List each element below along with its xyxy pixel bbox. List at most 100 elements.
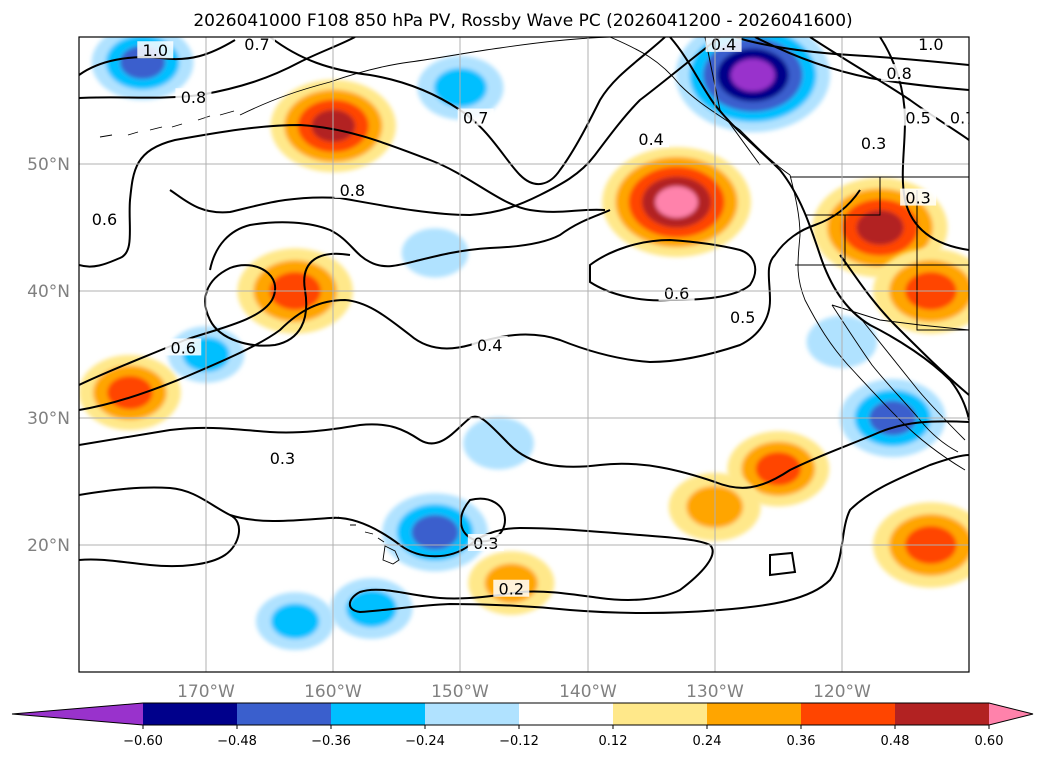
pv-contour-band — [856, 210, 904, 245]
y-tick-label: 30°N — [27, 409, 70, 429]
contour-0-4-long — [79, 189, 861, 411]
negative-pv-anomaly — [401, 228, 469, 278]
contour-1-0-east — [734, 37, 969, 66]
contour-label: 0.5 — [905, 109, 930, 128]
colorbar-tick-label: −0.60 — [123, 734, 163, 749]
colorbar-segment — [707, 703, 802, 725]
contour-label: 0.7 — [463, 109, 488, 128]
contour-label: 0.6 — [92, 210, 117, 229]
colorbar-segment — [237, 703, 332, 725]
y-tick-label: 50°N — [27, 155, 70, 175]
pv-contour-band — [463, 417, 534, 470]
colorbar-tick-label: 0.60 — [975, 734, 1004, 749]
contour-0-3-lower — [79, 486, 240, 568]
contour-label-bg — [900, 188, 937, 206]
colorbar-segment — [519, 703, 614, 725]
contour-label: 0.4 — [711, 35, 736, 54]
contour-label-bg — [175, 88, 212, 106]
negative-pv-anomaly — [675, 37, 831, 133]
contour-0-6-east — [589, 238, 757, 302]
colorbar-segment — [613, 703, 708, 725]
pv-contour-band — [401, 228, 469, 278]
contour-0-3-tiny — [769, 551, 797, 577]
negative-pv-anomaly — [382, 493, 488, 572]
coastline-gulf-california — [861, 319, 966, 441]
contour-label-bg — [86, 210, 123, 228]
contour-label: 0.6 — [171, 338, 196, 357]
map-area: 1.0 0.7 0.8 0.7 0.6 0.8 0.6 0.4 0.4 0.6 0.5 0.3 0.3 0… — [27, 35, 975, 702]
x-tick-label: 170°W — [177, 682, 235, 702]
contour-0-8-east — [754, 37, 969, 91]
colorbar-segment — [895, 703, 990, 725]
contour-label-bg — [912, 37, 949, 52]
colorbar-extend-low — [12, 703, 143, 725]
contour-label: 0.4 — [638, 130, 663, 149]
contour-0-3-east — [839, 254, 969, 396]
negative-pv-anomaly — [463, 417, 534, 470]
contour-label: 0.3 — [861, 134, 886, 153]
pv-contour-band — [755, 452, 801, 486]
contour-label: 0.7 — [244, 35, 269, 54]
x-tick-label: 140°W — [559, 682, 617, 702]
contour-0-3-south — [79, 415, 969, 489]
contour-label-bg — [239, 37, 275, 52]
contour-label: 0.7 — [950, 109, 975, 128]
colorbar-tick-label: −0.36 — [311, 734, 351, 749]
contour-label-bg — [264, 448, 301, 466]
positive-pv-anomaly — [602, 147, 751, 258]
pv-contour-band — [271, 603, 320, 640]
contour-label-bg — [724, 307, 761, 325]
contour-0-6-outer — [79, 123, 606, 268]
contour-label: 0.4 — [477, 336, 502, 355]
colorbar-segment — [801, 703, 896, 725]
coastlines — [99, 37, 966, 565]
contour-label-bg — [900, 108, 937, 126]
contour-label: 0.2 — [499, 580, 524, 599]
x-tick-label: 120°W — [813, 682, 871, 702]
colorbar-segment — [331, 703, 426, 725]
gridlines — [79, 37, 969, 672]
colorbar-tick-label: 0.24 — [693, 734, 722, 749]
contour-label-bg — [471, 335, 508, 353]
contour-label: 0.3 — [270, 449, 295, 468]
contour-0-7-trough — [209, 209, 611, 271]
x-tick-label: 150°W — [431, 682, 489, 702]
pv-contours — [79, 37, 969, 614]
contour-labels: 1.0 0.7 0.8 0.7 0.6 0.8 0.6 0.4 0.4 0.6 0.5 0.3 0.3 0… — [86, 35, 975, 599]
contour-label-bg — [944, 108, 969, 126]
negative-pv-anomaly — [255, 592, 335, 651]
contour-label: 0.3 — [905, 189, 930, 208]
contour-label: 0.8 — [181, 88, 206, 107]
negative-pv-anomaly — [330, 578, 413, 639]
contour-label-bg — [855, 133, 892, 151]
border-state-4 — [916, 190, 969, 331]
colorbar-segment — [425, 703, 520, 725]
border-state-1 — [805, 177, 881, 216]
contour-label-bg — [165, 338, 202, 356]
contour-label: 0.8 — [886, 64, 911, 83]
border-us-mexico — [831, 304, 969, 331]
contour-0-8-mid — [169, 37, 721, 217]
contour-label: 0.8 — [340, 181, 365, 200]
x-tick-label: 160°W — [304, 682, 362, 702]
y-tick-label: 40°N — [27, 282, 70, 302]
pv-contour-band — [411, 514, 459, 550]
colorbar: −0.60 −0.48 −0.36 −0.24 −0.12 0.12 0.24 0.36 0.4… — [11, 702, 1034, 749]
map-frame — [78, 36, 970, 673]
chart-title: 2026041000 F108 850 hPa PV, Rossby Wave … — [193, 11, 852, 31]
y-tick-label: 20°N — [27, 536, 70, 556]
colorbar-segment — [143, 703, 238, 725]
contour-label-bg — [334, 180, 371, 198]
contour-0-7-east — [809, 37, 969, 141]
contour-label-bg — [467, 534, 504, 551]
contour-label: 1.0 — [918, 35, 943, 54]
colorbar-tick-label: −0.12 — [499, 734, 539, 749]
positive-pv-anomaly — [79, 354, 181, 431]
coastline-alaska — [239, 37, 611, 116]
pv-contour-band — [346, 589, 397, 628]
contour-0-7-a — [269, 37, 666, 185]
colorbar-tick-label: 0.12 — [599, 734, 628, 749]
contour-label-bg — [658, 283, 695, 301]
colorbar-extend-high — [989, 703, 1033, 725]
